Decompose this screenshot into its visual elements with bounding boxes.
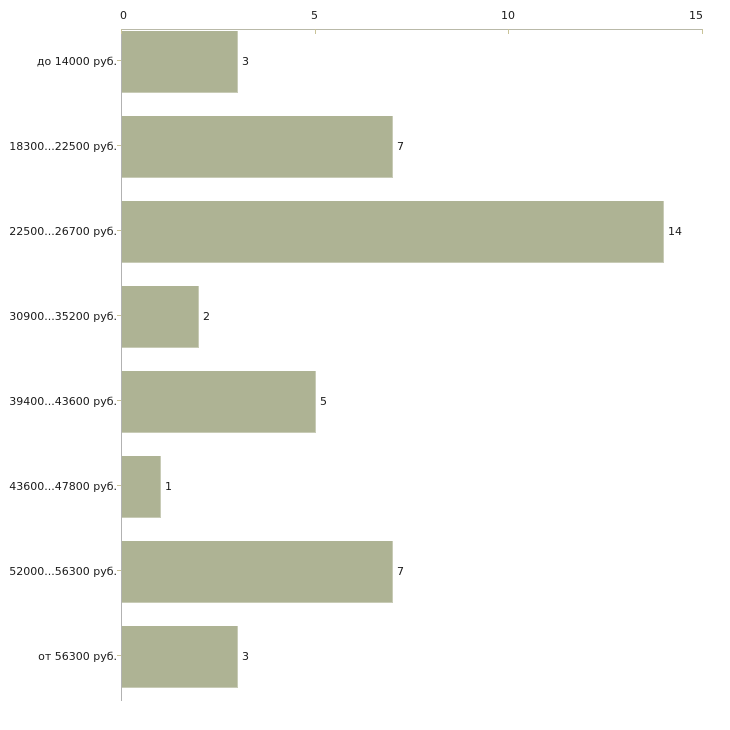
- category-tick-mark: [117, 400, 121, 401]
- bar-row: 43600...47800 руб. 1: [0, 455, 730, 540]
- category-tick-mark: [117, 315, 121, 316]
- x-tick-mark: [508, 29, 509, 34]
- bar[interactable]: [122, 116, 393, 178]
- bar[interactable]: [122, 371, 316, 433]
- bar-value-label: 3: [242, 650, 249, 663]
- category-tick-mark: [117, 60, 121, 61]
- bar[interactable]: [122, 201, 664, 263]
- x-tick-mark: [702, 29, 703, 34]
- x-tick-label: 0: [120, 9, 127, 22]
- x-tick-label: 15: [689, 9, 703, 22]
- y-axis-line: [121, 29, 122, 701]
- x-axis-line: [121, 29, 702, 30]
- bar-row: 30900...35200 руб. 2: [0, 285, 730, 370]
- category-label: 18300...22500 руб.: [9, 140, 117, 153]
- bar[interactable]: [122, 626, 238, 688]
- category-label: 39400...43600 руб.: [9, 395, 117, 408]
- category-label: 30900...35200 руб.: [9, 310, 117, 323]
- bar-row: 22500...26700 руб. 14: [0, 200, 730, 285]
- category-tick-mark: [117, 145, 121, 146]
- category-label: от 56300 руб.: [38, 650, 117, 663]
- bar-value-label: 7: [397, 140, 404, 153]
- bar[interactable]: [122, 456, 161, 518]
- bar-value-label: 7: [397, 565, 404, 578]
- x-tick-mark: [315, 29, 316, 34]
- bar-row: 52000...56300 руб. 7: [0, 540, 730, 625]
- bar-row: до 14000 руб. 3: [0, 30, 730, 115]
- category-tick-mark: [117, 230, 121, 231]
- bar-value-label: 5: [320, 395, 327, 408]
- category-label: 52000...56300 руб.: [9, 565, 117, 578]
- bar[interactable]: [122, 286, 199, 348]
- category-label: 22500...26700 руб.: [9, 225, 117, 238]
- bar-value-label: 2: [203, 310, 210, 323]
- bar-row: 18300...22500 руб. 7: [0, 115, 730, 200]
- x-tick-label: 10: [501, 9, 515, 22]
- category-tick-mark: [117, 570, 121, 571]
- category-label: 43600...47800 руб.: [9, 480, 117, 493]
- bar[interactable]: [122, 31, 238, 93]
- bar-value-label: 3: [242, 55, 249, 68]
- category-tick-mark: [117, 485, 121, 486]
- bar-row: 39400...43600 руб. 5: [0, 370, 730, 455]
- bar-row: от 56300 руб. 3: [0, 625, 730, 710]
- bar-value-label: 1: [165, 480, 172, 493]
- x-tick-mark: [121, 29, 122, 34]
- category-tick-mark: [117, 655, 121, 656]
- x-tick-label: 5: [311, 9, 318, 22]
- bar-value-label: 14: [668, 225, 682, 238]
- bar[interactable]: [122, 541, 393, 603]
- category-label: до 14000 руб.: [36, 55, 117, 68]
